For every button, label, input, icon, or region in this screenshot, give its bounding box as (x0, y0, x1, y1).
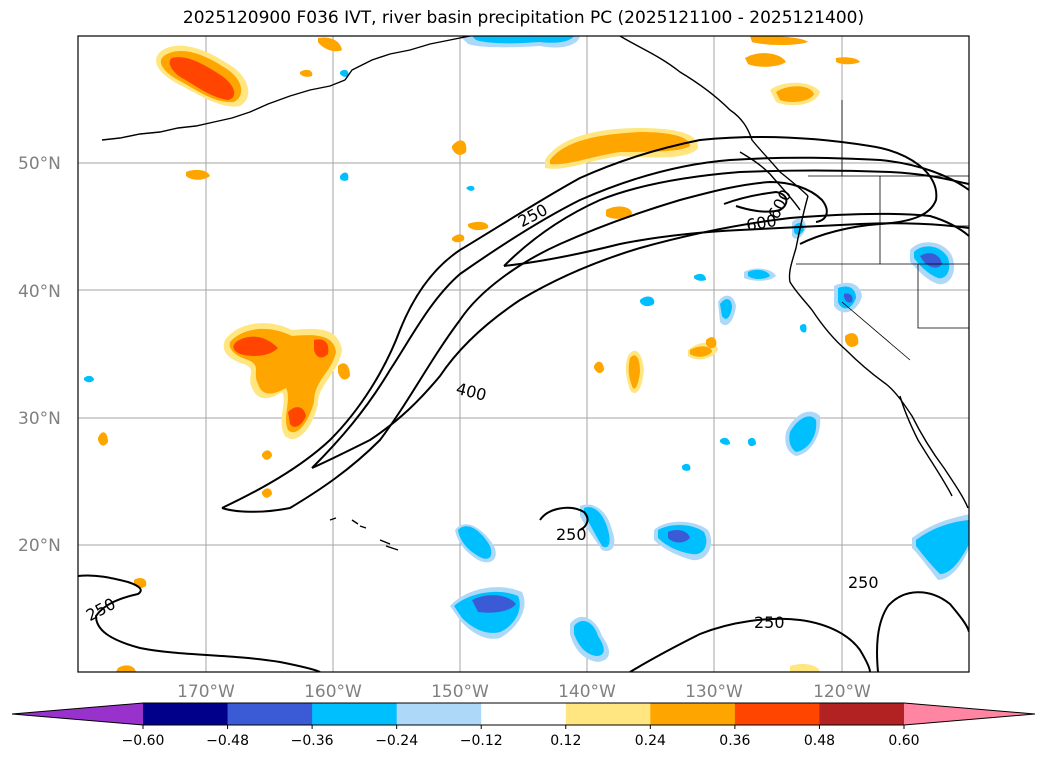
contour-label: 250 (556, 525, 587, 544)
coastlines (101, 36, 969, 551)
contour-400-upper (311, 156, 969, 469)
colorbar-tick-label: 0.60 (888, 733, 919, 749)
map-frame (77, 35, 970, 673)
colorbar-segment (819, 703, 905, 725)
patch-alaska-peninsula (156, 45, 249, 107)
contour-250-sw (78, 574, 321, 672)
colorbar-extend-high (904, 703, 1035, 725)
contour-250-outer (221, 136, 938, 509)
lat-label-40: 40°N (18, 282, 61, 302)
patch-gulf-of-alaska (545, 128, 699, 169)
colorbar-segment (227, 703, 313, 725)
colorbar-tick-label: −0.12 (460, 733, 503, 749)
contour-600-core (723, 190, 788, 213)
contour-600-lower (503, 222, 969, 267)
colorbar-tick-label: 0.48 (804, 733, 835, 749)
lon-label-160w: 160°W (304, 682, 362, 702)
lon-label-170w: 170°W (177, 682, 235, 702)
colorbar-segment (312, 703, 398, 725)
contour-label: 250 (754, 613, 785, 632)
colorbar-segment (734, 703, 820, 725)
longitude-labels: 170°W 160°W 150°W 140°W 130°W 120°W (177, 682, 871, 702)
border-state-3 (917, 264, 969, 329)
lon-label-140w: 140°W (558, 682, 616, 702)
figure-title: 2025120900 F036 IVT, river basin precipi… (182, 8, 865, 28)
map-background (78, 36, 969, 672)
patch-small-positive (98, 36, 860, 672)
colorbar-segment (396, 703, 482, 725)
lon-label-120w: 120°W (813, 682, 871, 702)
coast-bc-islands (739, 151, 801, 211)
colorbar-tick-label: 0.36 (719, 733, 750, 749)
colorbar-tick-label: −0.48 (206, 733, 249, 749)
colorbar-segment (143, 703, 229, 725)
colorbar-tick-label: −0.36 (291, 733, 334, 749)
contour-600-upper (503, 169, 969, 267)
colorbar-tick-label: 0.12 (550, 733, 581, 749)
coast-baja (899, 395, 953, 497)
latitude-labels: 20°N 30°N 40°N 50°N (18, 154, 61, 556)
contour-400-lower (311, 212, 969, 469)
lon-label-150w: 150°W (431, 682, 489, 702)
lat-label-30: 30°N (18, 409, 61, 429)
lat-label-50: 50°N (18, 154, 61, 174)
lon-label-130w: 130°W (685, 682, 743, 702)
patch-central-pacific (223, 323, 342, 440)
ivt-contours (78, 136, 969, 672)
contour-250-inner (221, 180, 828, 513)
colorbar: −0.60 −0.48 −0.36 −0.24 −0.12 0.12 0.24 0.36 0.4… (11, 702, 1036, 749)
contour-250-hawaii-south (539, 506, 589, 531)
hawaii-islands (329, 517, 399, 551)
contour-250-se (629, 617, 871, 672)
negative-precip-patches (84, 36, 969, 662)
colorbar-tick-label: 0.24 (635, 733, 666, 749)
colorbar-segment (565, 703, 651, 725)
coast-alaska-panhandle (619, 36, 809, 197)
colorbar-segment (481, 703, 567, 725)
contour-label: 250 (848, 573, 879, 592)
border-state-5 (841, 301, 911, 361)
colorbar-tick-label: −0.24 (375, 733, 418, 749)
colorbar-extend-low (12, 703, 143, 725)
coast-alaska-south (344, 36, 471, 81)
positive-precip-patches (98, 36, 860, 672)
coast-us-west (788, 195, 969, 509)
coast-aleutians (101, 79, 346, 141)
contour-250-se-edge (876, 591, 969, 672)
colorbar-segment (650, 703, 736, 725)
borders (796, 100, 969, 361)
lat-label-20: 20°N (18, 536, 61, 556)
colorbar-tick-label: −0.60 (122, 733, 165, 749)
